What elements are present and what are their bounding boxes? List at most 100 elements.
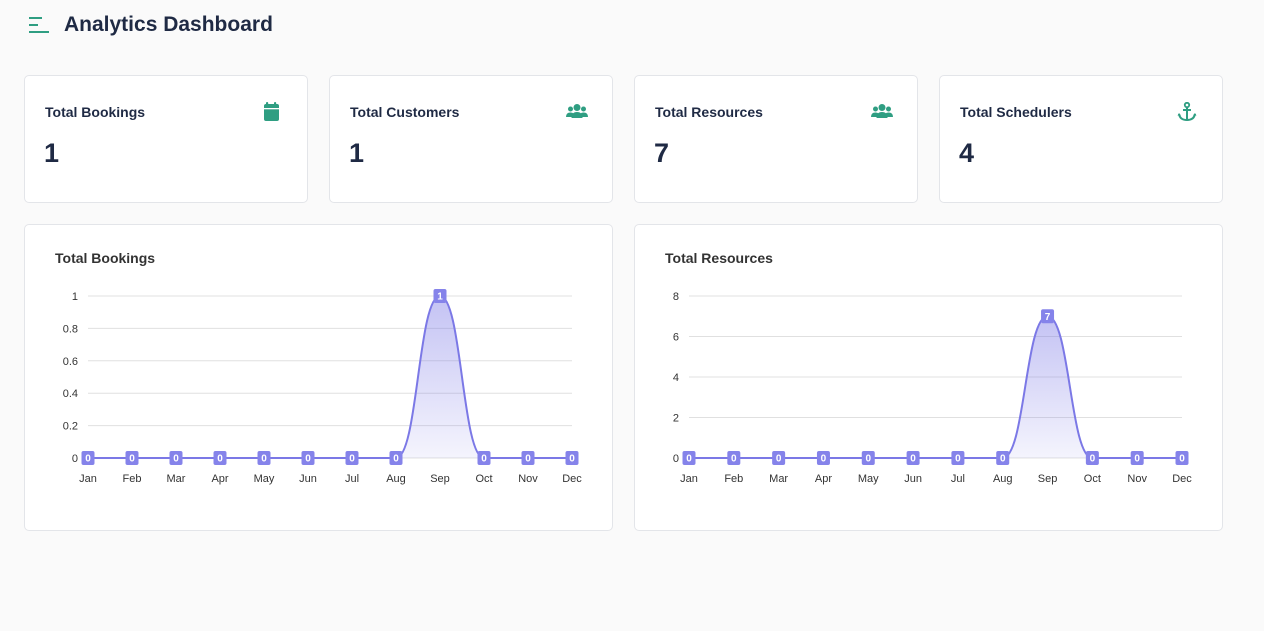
anchor-icon	[1177, 102, 1197, 122]
x-tick-label: Mar	[167, 473, 186, 485]
x-tick-label: Jul	[345, 473, 359, 485]
data-label-bg	[345, 451, 359, 465]
stat-label: Total Bookings	[45, 104, 146, 120]
data-label-bg	[477, 451, 491, 465]
x-tick-label: Apr	[211, 473, 228, 485]
data-label-bg	[125, 451, 139, 465]
stat-value: 1	[349, 138, 365, 168]
x-tick-label: Nov	[1127, 473, 1147, 485]
y-tick-label: 0	[673, 453, 679, 465]
x-tick-label: May	[254, 473, 275, 485]
data-label-bg	[1175, 451, 1189, 465]
data-label-bg	[951, 451, 965, 465]
data-label: 0	[821, 454, 827, 465]
data-label-bg	[996, 451, 1010, 465]
data-label: 0	[129, 454, 135, 465]
x-tick-label: Sep	[1038, 473, 1058, 485]
y-tick-label: 0.4	[63, 388, 78, 400]
y-tick-label: 8	[673, 291, 679, 303]
stat-label: Total Customers	[350, 104, 460, 120]
chart-card-resources: Total Resources 0 2 4 6 8 Jan Feb Mar Apr May Jun J…	[634, 224, 1223, 531]
data-label: 0	[173, 454, 179, 465]
area-fill	[88, 296, 572, 458]
x-tick-label: Dec	[1172, 473, 1192, 485]
data-label-bg	[1085, 451, 1099, 465]
stat-label: Total Schedulers	[960, 104, 1072, 120]
x-tick-label: Jun	[299, 473, 317, 485]
stat-card-schedulers: Total Schedulers 4	[939, 75, 1223, 203]
series-line	[88, 294, 572, 459]
data-label: 0	[85, 454, 91, 465]
x-tick-label: Nov	[518, 473, 538, 485]
data-label-bg	[521, 451, 535, 465]
data-label: 0	[481, 454, 487, 465]
data-label: 7	[1045, 312, 1051, 323]
y-tick-label: 0.2	[63, 421, 78, 433]
chart-title: Total Bookings	[55, 250, 156, 266]
users-icon	[871, 104, 893, 118]
data-label-bg	[727, 451, 741, 465]
y-tick-label: 0	[72, 453, 78, 465]
calendar-icon	[264, 102, 279, 121]
x-tick-label: May	[858, 473, 879, 485]
data-label-bg	[81, 451, 95, 465]
data-label-bg	[257, 451, 271, 465]
x-tick-label: Jan	[79, 473, 97, 485]
x-tick-label: Feb	[724, 473, 743, 485]
data-label: 1	[437, 292, 443, 303]
data-label: 0	[569, 454, 575, 465]
data-label-bg	[1130, 451, 1144, 465]
data-label-bg	[772, 451, 786, 465]
x-tick-label: Oct	[475, 473, 492, 485]
data-label: 0	[1179, 454, 1185, 465]
data-label: 0	[349, 454, 355, 465]
data-label: 0	[1090, 454, 1096, 465]
x-tick-label: Apr	[815, 473, 832, 485]
data-label: 0	[305, 454, 311, 465]
stat-card-resources: Total Resources 7	[634, 75, 918, 203]
resources-area-chart: 0 2 4 6 8 Jan Feb Mar Apr May Jun Jul Aug Sep Oct Nov De…	[673, 291, 1192, 485]
data-label-bg	[169, 451, 183, 465]
data-label-bg	[682, 451, 696, 465]
bookings-area-chart: 0 0.2 0.4 0.6 0.8 1 Jan Feb Mar Apr May Jun Jul Aug Se…	[63, 289, 582, 485]
data-label: 0	[776, 454, 782, 465]
stat-card-customers: Total Customers 1	[329, 75, 613, 203]
header: Analytics Dashboard	[28, 12, 273, 38]
x-tick-label: Aug	[993, 473, 1013, 485]
y-tick-label: 1	[72, 291, 78, 303]
data-label: 0	[686, 454, 692, 465]
hamburger-menu-icon[interactable]	[28, 14, 50, 36]
x-tick-label: Feb	[123, 473, 142, 485]
data-label-bg	[816, 451, 830, 465]
area-fill	[689, 316, 1182, 458]
data-label-bg	[301, 451, 315, 465]
data-label: 0	[1000, 454, 1006, 465]
data-label: 0	[525, 454, 531, 465]
data-label: 0	[865, 454, 871, 465]
y-tick-label: 4	[673, 372, 679, 384]
stat-value: 7	[654, 138, 670, 168]
data-label: 0	[731, 454, 737, 465]
y-tick-label: 6	[673, 332, 679, 344]
y-tick-label: 0.8	[63, 323, 78, 335]
data-label-bg	[213, 451, 227, 465]
x-tick-label: Oct	[1084, 473, 1101, 485]
stat-value: 4	[959, 138, 975, 168]
x-tick-label: Jan	[680, 473, 698, 485]
data-label-bg	[433, 289, 447, 303]
data-label-bg	[389, 451, 403, 465]
data-label: 0	[955, 454, 961, 465]
data-label: 0	[261, 454, 267, 465]
data-label-bg	[861, 451, 875, 465]
data-label: 0	[1134, 454, 1140, 465]
y-tick-label: 2	[673, 413, 679, 425]
stat-value: 1	[44, 138, 60, 168]
stat-card-bookings: Total Bookings 1	[24, 75, 308, 203]
data-label-bg	[565, 451, 579, 465]
stat-label: Total Resources	[655, 104, 763, 120]
x-tick-label: Jul	[951, 473, 965, 485]
chart-title: Total Resources	[665, 250, 773, 266]
data-label: 0	[910, 454, 916, 465]
x-tick-label: Mar	[769, 473, 788, 485]
data-label-bg	[1041, 309, 1055, 324]
